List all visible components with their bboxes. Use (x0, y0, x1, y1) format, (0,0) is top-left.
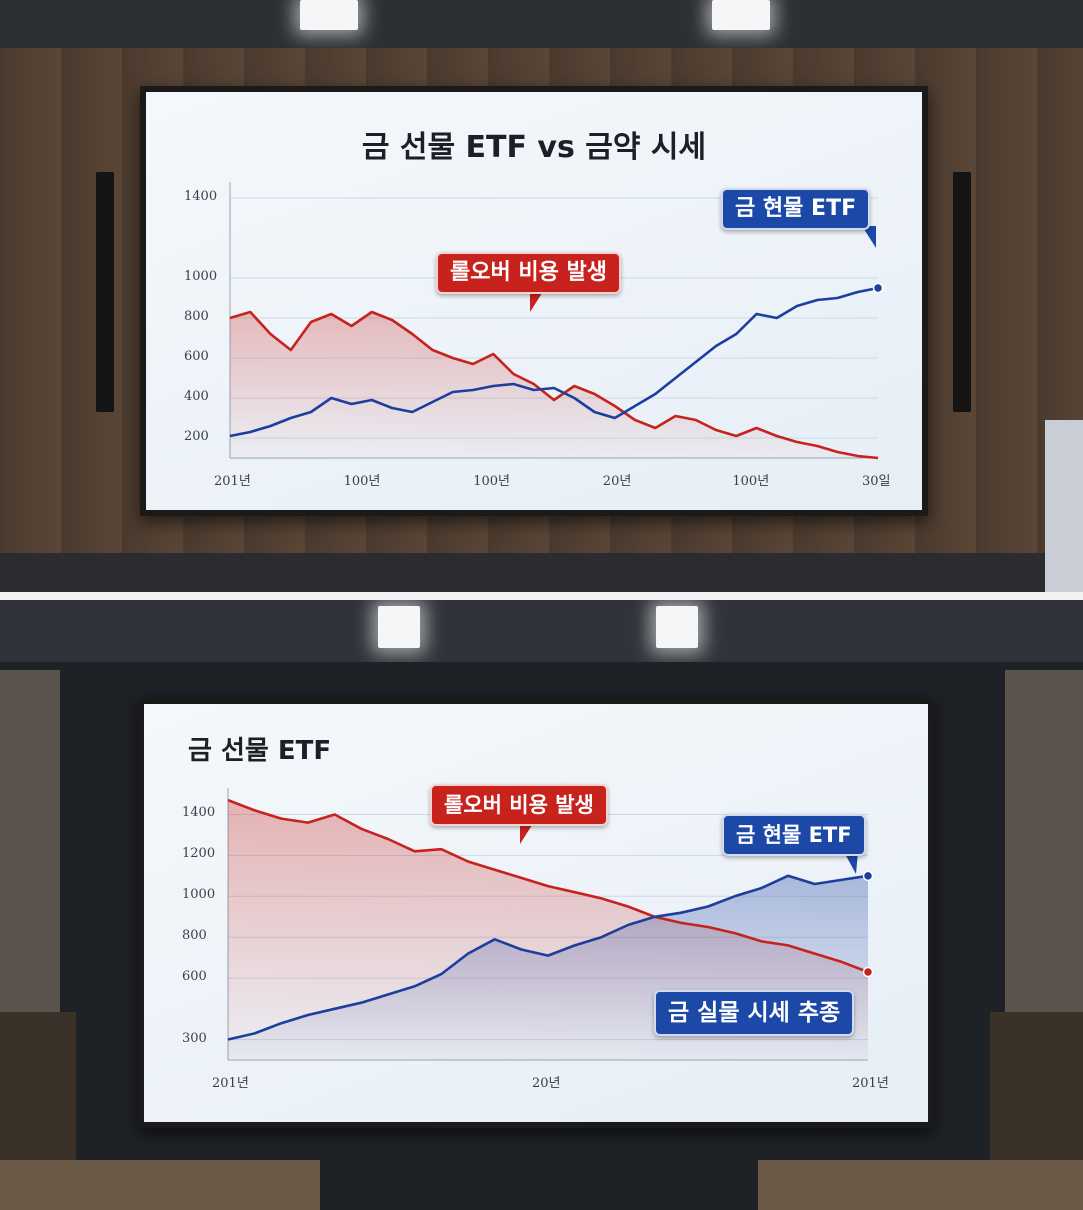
chart-title: 금 선물 ETF (188, 736, 332, 766)
desk (758, 1160, 1083, 1210)
x-tick-label: 100년 (343, 474, 381, 489)
y-tick-label: 600 (184, 349, 209, 364)
top-scene: 금 선물 ETF vs 금약 시세 1400 1000 800 600 400 200 20… (0, 0, 1083, 592)
series-area-0 (230, 312, 878, 458)
slide: 금 선물 ETF 1400 1200 1000 800 600 300 201년 20년 201… (144, 704, 928, 1122)
y-tick-label: 400 (184, 389, 209, 404)
x-tick-label: 201년 (212, 1076, 249, 1091)
ceiling-light (712, 0, 770, 30)
y-tick-label: 1200 (182, 846, 216, 862)
y-tick-label: 1000 (182, 887, 216, 903)
slide: 금 선물 ETF vs 금약 시세 1400 1000 800 600 400 200 20… (146, 92, 922, 510)
podium (1045, 420, 1083, 592)
y-tick-label: 800 (182, 928, 207, 944)
floor (0, 553, 1083, 592)
rollover-callout-pointer (530, 290, 544, 312)
y-tick-label: 1400 (182, 805, 216, 821)
rollover-cost-callout: 롤오버 비용 발생 (430, 784, 608, 826)
projection-screen: 금 선물 ETF 1400 1200 1000 800 600 300 201년 20년 201… (138, 698, 934, 1128)
ceiling-light (378, 606, 420, 648)
ceiling-light (300, 0, 358, 30)
rollover-callout-pointer (520, 822, 534, 844)
y-tick-label: 1400 (184, 189, 218, 204)
spot-etf-callout-pointer (844, 852, 858, 874)
x-tick-label: 100년 (473, 474, 510, 489)
series-end-point-0 (862, 966, 874, 978)
series-line-1 (229, 286, 879, 438)
wall-speaker (953, 172, 971, 412)
series-line-0 (227, 798, 869, 974)
x-tick-label: 20년 (532, 1076, 561, 1091)
area-chart (227, 788, 874, 1061)
x-tick-label: 100년 (732, 474, 770, 489)
desk (0, 1160, 320, 1210)
spot-etf-callout: 금 현물 ETF (722, 814, 866, 856)
x-tick-label: 201년 (214, 474, 251, 489)
ceiling-light (656, 606, 698, 648)
line-chart (229, 182, 884, 460)
series-end-point-1 (872, 282, 884, 294)
ceiling (0, 600, 1083, 662)
image-divider (0, 592, 1083, 600)
series-end-point-1 (862, 870, 874, 882)
y-tick-label: 800 (184, 309, 209, 324)
x-tick-label: 20년 (602, 474, 632, 489)
y-tick-label: 1000 (184, 269, 218, 284)
projection-screen: 금 선물 ETF vs 금약 시세 1400 1000 800 600 400 200 20… (140, 86, 928, 516)
bottom-scene: 금 선물 ETF 1400 1200 1000 800 600 300 201년 20년 201… (0, 600, 1083, 1210)
wall-speaker (96, 172, 114, 412)
ceiling (0, 0, 1083, 48)
y-tick-label: 600 (182, 969, 207, 985)
y-tick-label: 200 (184, 429, 209, 444)
spot-etf-callout: 금 현물 ETF (721, 188, 871, 230)
x-tick-label: 201년 (852, 1076, 889, 1091)
rollover-cost-callout: 롤오버 비용 발생 (436, 252, 621, 294)
series-line-0 (229, 310, 879, 460)
spot-etf-callout-pointer (862, 226, 876, 248)
x-tick-label: 30일 (862, 474, 891, 489)
gold-spot-tracking-callout: 금 실물 시세 추종 (654, 990, 855, 1036)
y-tick-label: 300 (182, 1030, 207, 1046)
series-line-1 (227, 874, 869, 1041)
chart-title: 금 선물 ETF vs 금약 시세 (361, 130, 707, 165)
